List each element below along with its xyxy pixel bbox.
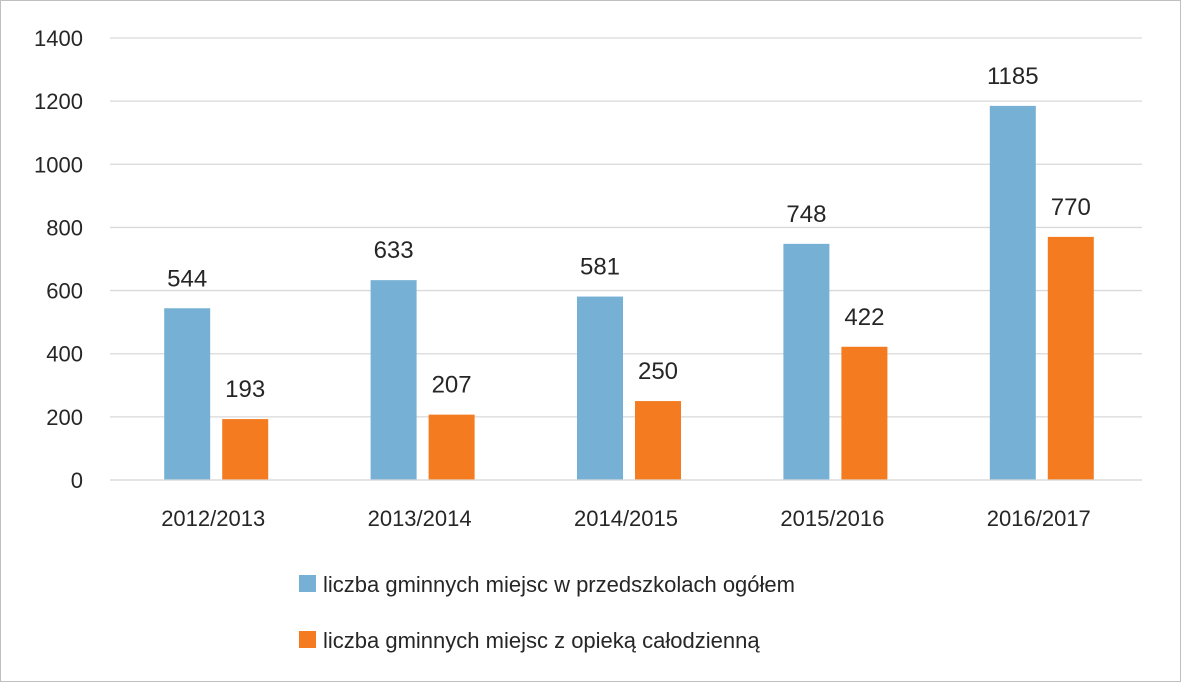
data-labels: 544 193 633 207 581 250 748 422 1185 770	[167, 63, 1091, 403]
y-tick-label: 200	[46, 405, 83, 430]
bar-total	[577, 296, 623, 480]
data-label: 1185	[987, 63, 1039, 90]
data-label: 581	[580, 254, 620, 281]
data-label: 207	[432, 372, 472, 399]
legend-label: liczba gminnych miejsc z opieką całodzie…	[323, 628, 760, 653]
bar-fullday	[1047, 236, 1094, 480]
x-tick-label: 2013/2014	[368, 506, 472, 531]
x-tick-label: 2015/2016	[780, 506, 884, 531]
y-tick-label: 0	[71, 468, 83, 493]
x-tick-label: 2014/2015	[574, 506, 678, 531]
data-label: 193	[225, 376, 265, 403]
x-tick-label: 2012/2013	[161, 506, 265, 531]
x-axis: 2012/2013 2013/2014 2014/2015 2015/2016 2016…	[110, 479, 1142, 531]
bars	[164, 105, 1094, 480]
legend-label: liczba gminnych miejsc w przedszkolach o…	[323, 572, 795, 597]
y-tick-label: 600	[46, 279, 83, 304]
data-label: 544	[167, 265, 207, 292]
bar-total	[164, 308, 211, 480]
bar-total	[989, 105, 1036, 480]
legend-item-fullday: liczba gminnych miejsc z opieką całodzie…	[299, 628, 760, 653]
legend: liczba gminnych miejsc w przedszkolach o…	[299, 572, 795, 653]
data-label: 250	[638, 358, 678, 385]
bar-fullday	[222, 419, 269, 480]
legend-swatch	[299, 575, 316, 592]
data-label: 748	[786, 201, 826, 228]
legend-item-total: liczba gminnych miejsc w przedszkolach o…	[299, 572, 795, 597]
gridlines	[110, 37, 1142, 481]
legend-swatch	[299, 631, 316, 648]
bar-fullday	[841, 346, 888, 480]
y-axis: 0 200 400 600 800 1000 1200 1400	[34, 26, 83, 493]
data-label: 422	[844, 304, 884, 331]
data-label: 770	[1051, 194, 1091, 221]
bar-fullday	[635, 401, 681, 480]
bar-total	[783, 243, 830, 480]
y-tick-label: 1000	[34, 152, 83, 177]
data-label: 633	[374, 237, 414, 264]
bar-total	[370, 280, 417, 480]
bar-fullday	[428, 414, 475, 480]
y-tick-label: 800	[46, 215, 83, 240]
y-tick-label: 1200	[34, 89, 83, 114]
y-tick-label: 1400	[34, 26, 83, 51]
y-tick-label: 400	[46, 342, 83, 367]
x-tick-label: 2016/2017	[987, 506, 1091, 531]
